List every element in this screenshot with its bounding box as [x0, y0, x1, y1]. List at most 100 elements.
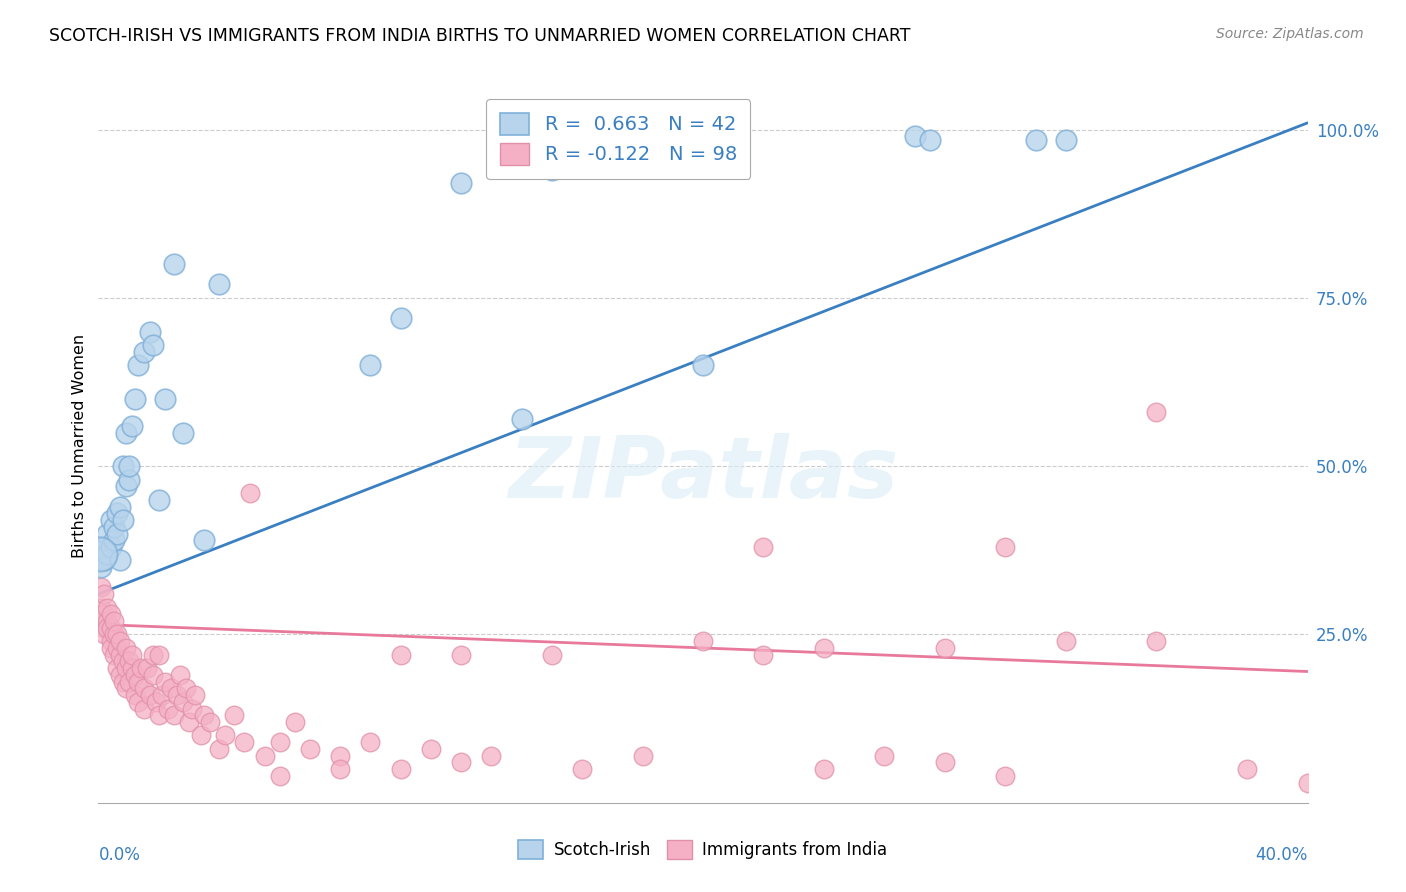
- Point: [172, 425, 194, 440]
- Point: [904, 129, 927, 144]
- Text: 0.0%: 0.0%: [98, 846, 141, 863]
- Point: [139, 688, 162, 702]
- Point: [93, 553, 115, 567]
- Point: [299, 742, 322, 756]
- Point: [124, 688, 146, 702]
- Point: [329, 762, 352, 776]
- Point: [156, 701, 179, 715]
- Point: [994, 540, 1017, 554]
- Point: [90, 614, 112, 628]
- Point: [193, 533, 215, 548]
- Point: [163, 257, 186, 271]
- Point: [1144, 634, 1167, 648]
- Point: [114, 425, 136, 440]
- Point: [96, 547, 118, 561]
- Point: [150, 688, 173, 702]
- Point: [510, 412, 533, 426]
- Point: [114, 479, 136, 493]
- Point: [103, 648, 125, 662]
- Point: [160, 681, 183, 696]
- Point: [114, 681, 136, 696]
- Point: [169, 668, 191, 682]
- Point: [90, 540, 112, 554]
- Point: [124, 668, 146, 682]
- Point: [108, 648, 131, 662]
- Point: [129, 661, 152, 675]
- Point: [96, 614, 118, 628]
- Point: [100, 621, 122, 635]
- Point: [108, 634, 131, 648]
- Point: [118, 459, 141, 474]
- Text: Source: ZipAtlas.com: Source: ZipAtlas.com: [1216, 27, 1364, 41]
- Point: [873, 748, 896, 763]
- Point: [100, 607, 122, 622]
- Point: [148, 708, 170, 723]
- Point: [118, 655, 141, 669]
- Point: [571, 762, 593, 776]
- Text: ZIPatlas: ZIPatlas: [508, 433, 898, 516]
- Point: [90, 600, 112, 615]
- Text: SCOTCH-IRISH VS IMMIGRANTS FROM INDIA BIRTHS TO UNMARRIED WOMEN CORRELATION CHAR: SCOTCH-IRISH VS IMMIGRANTS FROM INDIA BI…: [49, 27, 911, 45]
- Point: [132, 681, 155, 696]
- Point: [419, 742, 441, 756]
- Point: [121, 418, 143, 433]
- Point: [1054, 133, 1077, 147]
- Point: [239, 486, 262, 500]
- Point: [692, 634, 714, 648]
- Point: [105, 627, 128, 641]
- Point: [329, 748, 352, 763]
- Point: [232, 735, 254, 749]
- Point: [142, 668, 165, 682]
- Point: [631, 748, 654, 763]
- Point: [163, 708, 186, 723]
- Point: [96, 600, 118, 615]
- Point: [389, 648, 412, 662]
- Point: [124, 392, 146, 406]
- Point: [142, 338, 165, 352]
- Point: [108, 668, 131, 682]
- Point: [132, 701, 155, 715]
- Point: [200, 714, 222, 729]
- Point: [103, 520, 125, 534]
- Point: [389, 311, 412, 326]
- Point: [360, 735, 382, 749]
- Point: [96, 526, 118, 541]
- Point: [105, 506, 128, 520]
- Point: [111, 674, 134, 689]
- Point: [100, 634, 122, 648]
- Point: [111, 655, 134, 669]
- Point: [105, 661, 128, 675]
- Point: [93, 587, 115, 601]
- Point: [100, 513, 122, 527]
- Legend: Scotch-Irish, Immigrants from India: Scotch-Irish, Immigrants from India: [512, 833, 894, 866]
- Point: [1024, 133, 1046, 147]
- Point: [145, 695, 167, 709]
- Point: [174, 681, 197, 696]
- Point: [752, 540, 775, 554]
- Point: [224, 708, 246, 723]
- Point: [148, 492, 170, 507]
- Point: [93, 627, 115, 641]
- Point: [994, 769, 1017, 783]
- Point: [208, 277, 231, 292]
- Point: [1144, 405, 1167, 419]
- Point: [184, 688, 207, 702]
- Point: [166, 688, 188, 702]
- Point: [132, 344, 155, 359]
- Point: [114, 640, 136, 655]
- Point: [540, 648, 562, 662]
- Point: [481, 748, 503, 763]
- Point: [1236, 762, 1258, 776]
- Point: [284, 714, 307, 729]
- Point: [181, 701, 204, 715]
- Point: [148, 648, 170, 662]
- Point: [752, 648, 775, 662]
- Point: [108, 500, 131, 514]
- Point: [105, 526, 128, 541]
- Point: [918, 133, 941, 147]
- Point: [103, 627, 125, 641]
- Point: [214, 729, 236, 743]
- Point: [208, 742, 231, 756]
- Point: [269, 735, 291, 749]
- Point: [934, 640, 956, 655]
